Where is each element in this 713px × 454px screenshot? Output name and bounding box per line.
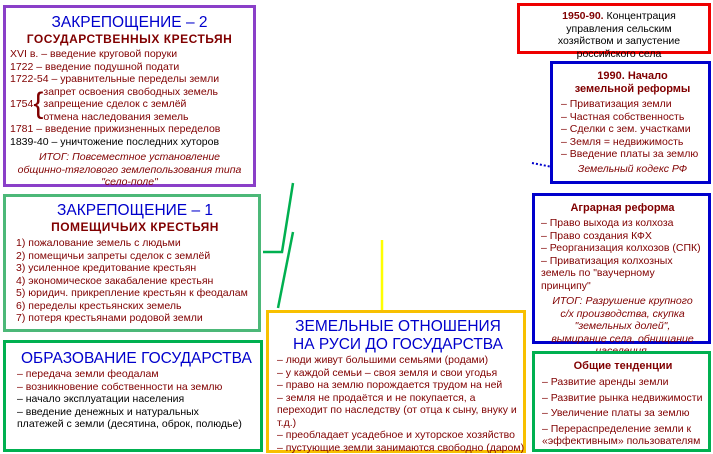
list-item: – Перераспределение земли к «эффективным… <box>542 422 701 448</box>
y1990-title: 1990. Начало земельной реформы <box>574 70 691 95</box>
list-item: 1722 – введение подушной подати <box>10 60 180 73</box>
list-item: – земля не продаётся и не покупается, а … <box>277 391 517 429</box>
list-item: отмена наследования земель <box>43 110 189 123</box>
zakr1-title: ЗАКРЕПОЩЕНИЕ – 1 <box>57 202 213 219</box>
rus-box: ЗЕМЕЛЬНЫЕ ОТНОШЕНИЯ НА РУСИ ДО ГОСУДАРСТ… <box>266 310 526 454</box>
list-item: 1839-40 – уничтожение последних хуторов <box>10 135 220 148</box>
list-item: 1781 – введение прижизненных переделов <box>10 123 221 135</box>
zakr1-box: ЗАКРЕПОЩЕНИЕ – 1 ПОМЕЩИЧЬИХ КРЕСТЬЯН 1) … <box>3 194 261 332</box>
y1950-text: Концентрация управления сельским хозяйст… <box>557 10 681 60</box>
list-item: – у каждой семьи – своя земля и свои уго… <box>277 366 498 379</box>
list-item: – Развитие рынка недвижимости <box>542 391 703 404</box>
agrar-box: Аграрная реформа – Право выхода из колхо… <box>532 193 711 357</box>
list-item: 7) потеря крестьянами родовой земли <box>16 312 203 324</box>
agrar-result: ИТОГ: Разрушение крупного с/х производст… <box>551 295 694 357</box>
list-item: 1) пожалование земель с людьми <box>16 237 181 249</box>
list-item: XVI в. – введение круговой поруки <box>10 48 178 60</box>
list-item: 3) усиленное кредитование крестьян <box>16 262 197 274</box>
list-item: – Увеличение платы за землю <box>542 407 690 419</box>
state-box: ОБРАЗОВАНИЕ ГОСУДАРСТВА – передача земли… <box>3 340 263 452</box>
list-item: – начало эксплуатации населения <box>17 393 185 405</box>
list-item: 6) переделы крестьянских земель <box>16 299 182 312</box>
list-item: – преобладает усадебное и хуторское хозя… <box>277 429 515 441</box>
y1950-box: 1950-90. Концентрация управления сельски… <box>517 3 711 60</box>
list-item: 5) юридич. прикрепление крестьян к феода… <box>16 287 248 299</box>
land-code-link: Земельный кодекс РФ <box>577 162 688 175</box>
list-item: 1722-54 – уравнительные переделы земли <box>10 73 220 85</box>
list-item: запрещение сделок с землёй <box>43 98 187 110</box>
rus-title: ЗЕМЕЛЬНЫЕ ОТНОШЕНИЯ НА РУСИ ДО ГОСУДАРСТ… <box>293 318 503 353</box>
list-item: – Сделки с зем. участками <box>561 123 691 135</box>
connector-line <box>263 182 295 254</box>
zakr2-result: ИТОГ: Повсеместное установление общинно-… <box>17 151 242 188</box>
list-item: – Реорганизация колхозов (СПК) <box>541 242 701 254</box>
zakr2-subtitle: ГОСУДАРСТВЕННЫХ КРЕСТЬЯН <box>26 32 233 46</box>
trends-title: Общие тенденции <box>573 360 673 372</box>
list-item: – Земля = недвижимость <box>561 135 684 148</box>
list-item: – пустующие земли занимаются свободно (д… <box>277 441 525 454</box>
list-item: – Введение платы за землю <box>561 148 699 160</box>
list-item: – возникновение собственности на землю <box>17 380 223 393</box>
list-item: – введение денежных и натуральных платеж… <box>17 405 242 431</box>
zakr2-box: ЗАКРЕПОЩЕНИЕ – 2 ГОСУДАРСТВЕННЫХ КРЕСТЬЯ… <box>3 5 256 188</box>
state-title: ОБРАЗОВАНИЕ ГОСУДАРСТВА <box>21 350 252 367</box>
list-item: – Развитие аренды земли <box>542 376 669 388</box>
list-item: – Право создания КФХ <box>541 229 652 242</box>
trends-box: Общие тенденции – Развитие аренды земли … <box>532 351 711 452</box>
list-item: запрет освоения свободных земель <box>43 85 218 98</box>
list-item: – передача земли феодалам <box>17 368 159 380</box>
y1950-year: 1950-90. <box>562 10 604 22</box>
zakr1-subtitle: ПОМЕЩИЧЬИХ КРЕСТЬЯН <box>51 220 219 234</box>
list-item: – Право выхода из колхоза <box>541 217 674 229</box>
year-1754: 1754 <box>10 98 34 110</box>
zakr2-title: ЗАКРЕПОЩЕНИЕ – 2 <box>51 14 208 31</box>
list-item: – люди живут большими семьями (родами) <box>277 354 489 366</box>
connector-line <box>276 231 295 309</box>
list-item: – право на землю порождается трудом на н… <box>277 379 503 391</box>
brace-icon: { <box>33 87 44 121</box>
list-item: – Приватизация колхозных земель по "вауч… <box>541 254 673 292</box>
list-item: – Частная собственность <box>561 110 685 123</box>
agrar-title: Аграрная реформа <box>570 202 675 214</box>
list-item: – Приватизация земли <box>561 98 672 110</box>
list-item: 4) экономическое закабаление крестьян <box>16 274 214 287</box>
y1990-box: 1990. Начало земельной реформы – Привати… <box>550 61 711 184</box>
list-item: 2) помещичьи запреты сделок с землёй <box>16 249 211 262</box>
